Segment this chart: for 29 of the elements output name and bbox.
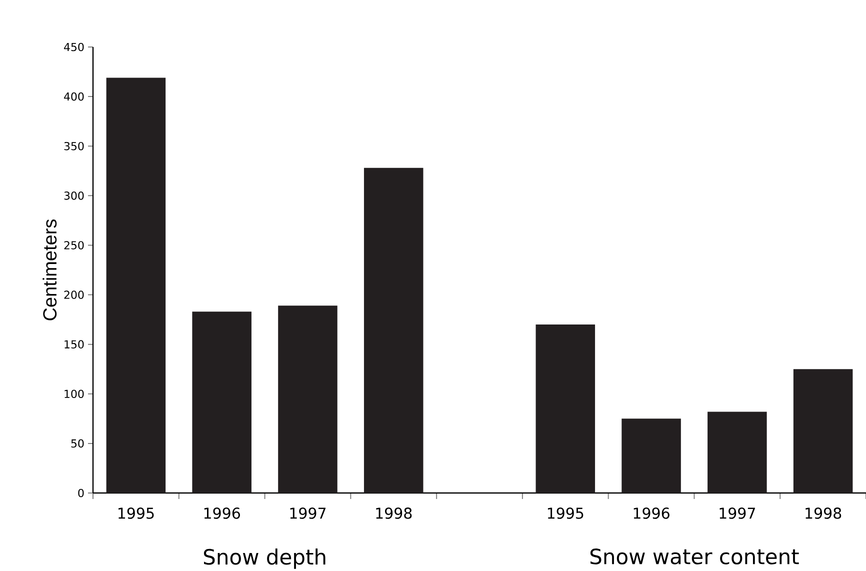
- x-tick-label: 1996: [634, 508, 670, 519]
- y-tick-label: 0: [78, 488, 84, 498]
- x-tick-label: 1998: [376, 508, 412, 519]
- bar: [622, 418, 681, 493]
- y-tick-label: 200: [64, 290, 84, 299]
- text: Snow water content: [590, 548, 799, 564]
- bar: [364, 168, 424, 493]
- y-tick-label: 400: [64, 92, 84, 101]
- x-tick-label: 1997: [290, 508, 326, 519]
- text: Snow depth: [204, 548, 326, 569]
- x-tick-label: 1995: [548, 508, 584, 519]
- y-tick-label: 350: [64, 142, 84, 150]
- bar: [536, 324, 596, 493]
- y-tick-label: 450: [64, 42, 84, 52]
- bar: [708, 412, 767, 493]
- y-tick-label: 300: [64, 192, 84, 200]
- x-tick-label: 1995: [118, 508, 154, 519]
- y-axis-title: Centimeters: [42, 219, 57, 320]
- y-tick-label: 50: [71, 439, 84, 448]
- bar: [192, 312, 252, 493]
- bar: [278, 306, 338, 493]
- bar: [793, 369, 853, 493]
- x-tick-label: 1996: [204, 508, 240, 519]
- y-tick-label: 250: [64, 241, 84, 250]
- bar: [106, 78, 166, 493]
- x-tick-label: 1997: [720, 508, 755, 519]
- y-tick-label: 100: [64, 390, 84, 398]
- x-tick-label: 1998: [806, 508, 842, 519]
- y-tick-label: 150: [64, 340, 84, 348]
